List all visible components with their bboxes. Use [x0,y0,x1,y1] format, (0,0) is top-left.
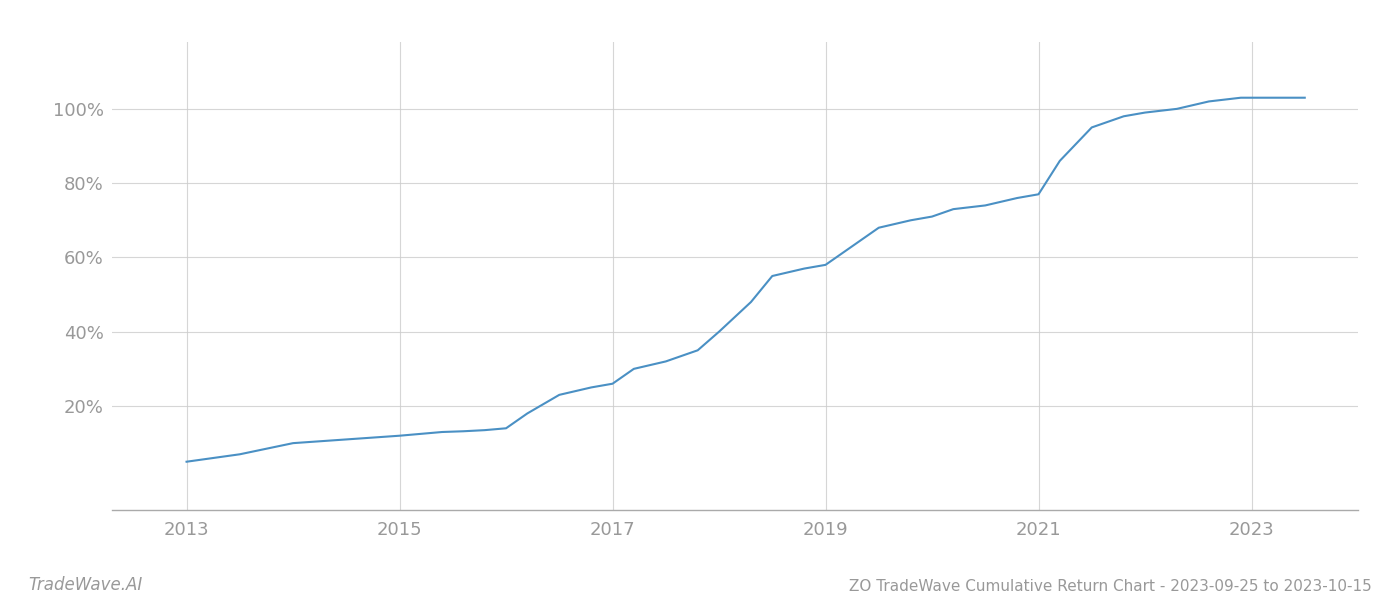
Text: ZO TradeWave Cumulative Return Chart - 2023-09-25 to 2023-10-15: ZO TradeWave Cumulative Return Chart - 2… [850,579,1372,594]
Text: TradeWave.AI: TradeWave.AI [28,576,143,594]
